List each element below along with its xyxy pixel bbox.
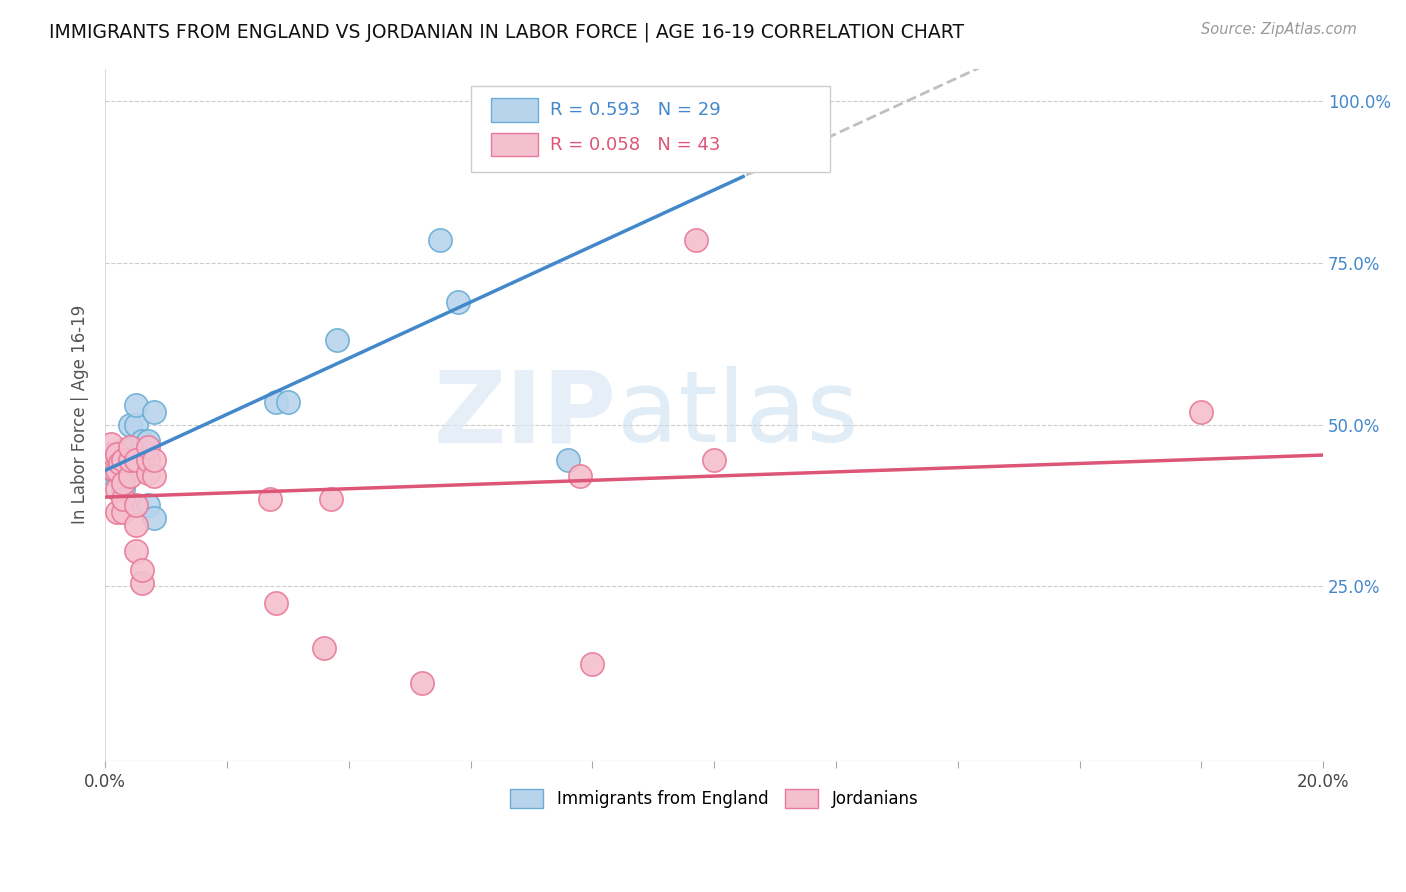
Point: [581, 657, 603, 671]
Point: [142, 453, 165, 467]
Bar: [491, 98, 537, 122]
Point: [142, 511, 165, 525]
Point: [569, 469, 592, 483]
Point: [124, 398, 146, 412]
Point: [105, 505, 128, 519]
Point: [110, 456, 132, 470]
Point: [124, 517, 146, 532]
Text: ZIP: ZIP: [434, 367, 617, 463]
Point: [264, 395, 287, 409]
Point: [121, 463, 143, 477]
Point: [685, 233, 707, 247]
Point: [136, 440, 159, 454]
Y-axis label: In Labor Force | Age 16-19: In Labor Force | Age 16-19: [72, 305, 89, 524]
Point: [734, 123, 756, 137]
Point: [101, 463, 124, 477]
Point: [131, 434, 153, 448]
Point: [142, 404, 165, 418]
Point: [557, 453, 579, 467]
Point: [118, 443, 141, 458]
Text: Source: ZipAtlas.com: Source: ZipAtlas.com: [1201, 22, 1357, 37]
Point: [429, 233, 451, 247]
Point: [105, 469, 128, 483]
Legend: Immigrants from England, Jordanians: Immigrants from England, Jordanians: [503, 782, 925, 815]
Point: [259, 491, 281, 506]
Point: [124, 499, 146, 513]
Point: [142, 469, 165, 483]
Point: [136, 434, 159, 448]
Point: [136, 453, 159, 467]
Point: [98, 466, 121, 480]
Point: [105, 482, 128, 496]
Point: [105, 463, 128, 477]
Point: [100, 437, 122, 451]
Point: [100, 447, 122, 461]
Point: [136, 466, 159, 480]
Point: [110, 456, 132, 470]
Point: [277, 395, 299, 409]
Point: [314, 640, 336, 655]
FancyBboxPatch shape: [471, 86, 830, 172]
Point: [112, 505, 135, 519]
Point: [124, 417, 146, 432]
Point: [703, 453, 725, 467]
Point: [103, 456, 125, 470]
Point: [118, 453, 141, 467]
Point: [100, 459, 122, 474]
Text: R = 0.058   N = 43: R = 0.058 N = 43: [550, 136, 720, 153]
Text: atlas: atlas: [617, 367, 859, 463]
Point: [112, 443, 135, 458]
Point: [115, 456, 138, 470]
Point: [131, 563, 153, 577]
Point: [118, 469, 141, 483]
Point: [264, 595, 287, 609]
Point: [105, 450, 128, 464]
Point: [112, 482, 135, 496]
Point: [100, 456, 122, 470]
Point: [131, 576, 153, 591]
Point: [112, 491, 135, 506]
Text: R = 0.593   N = 29: R = 0.593 N = 29: [550, 101, 720, 119]
Point: [131, 453, 153, 467]
Point: [1189, 404, 1212, 418]
Point: [703, 123, 725, 137]
Point: [124, 543, 146, 558]
Point: [325, 334, 347, 348]
Point: [112, 475, 135, 490]
Point: [124, 453, 146, 467]
Point: [105, 447, 128, 461]
Bar: [491, 133, 537, 156]
Point: [118, 440, 141, 454]
Point: [118, 417, 141, 432]
Text: IMMIGRANTS FROM ENGLAND VS JORDANIAN IN LABOR FORCE | AGE 16-19 CORRELATION CHAR: IMMIGRANTS FROM ENGLAND VS JORDANIAN IN …: [49, 22, 965, 42]
Point: [136, 499, 159, 513]
Point: [319, 491, 342, 506]
Point: [112, 453, 135, 467]
Point: [411, 676, 433, 690]
Point: [97, 459, 120, 474]
Point: [447, 294, 470, 309]
Point: [103, 463, 125, 477]
